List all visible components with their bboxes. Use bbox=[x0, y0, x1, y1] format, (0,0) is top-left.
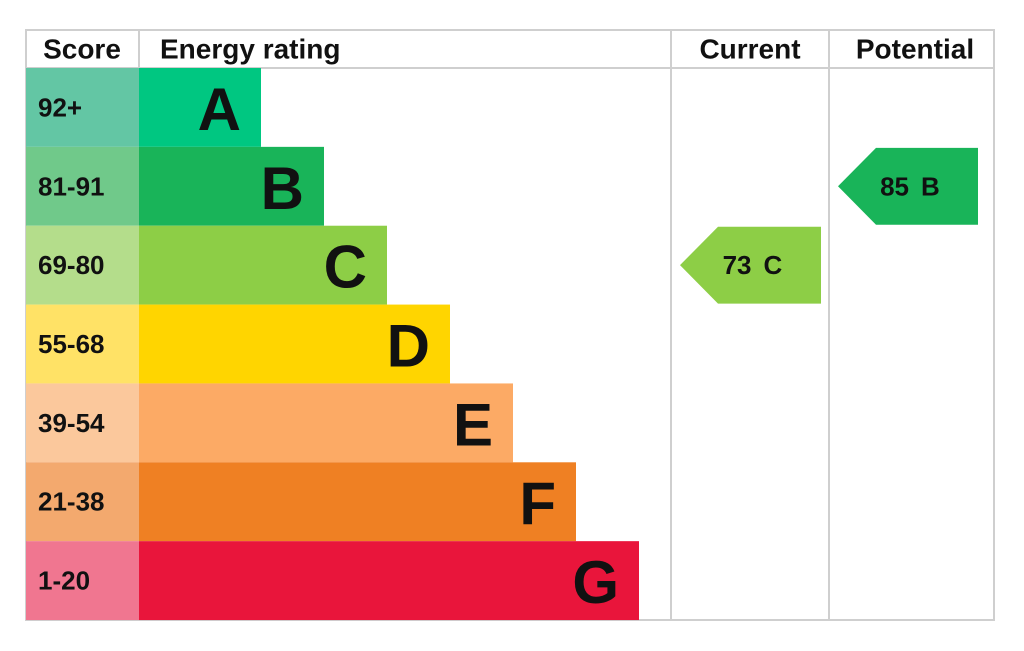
header-potential: Potential bbox=[856, 34, 974, 65]
header-energy-rating: Energy rating bbox=[160, 34, 340, 65]
header-current: Current bbox=[699, 34, 800, 65]
rating-letter: D bbox=[387, 313, 430, 380]
score-cell bbox=[26, 68, 139, 147]
rating-bar bbox=[139, 225, 387, 305]
rating-letter: C bbox=[324, 234, 367, 301]
score-range: 69-80 bbox=[38, 250, 105, 280]
score-range: 55-68 bbox=[38, 329, 105, 359]
rating-letter: E bbox=[453, 391, 493, 458]
score-range: 81-91 bbox=[38, 171, 105, 201]
rating-letter: F bbox=[519, 470, 556, 537]
score-cell bbox=[26, 383, 139, 463]
rating-bar bbox=[139, 383, 513, 463]
score-cell bbox=[26, 462, 139, 542]
score-range: 1-20 bbox=[38, 566, 90, 596]
current-arrow bbox=[680, 226, 821, 304]
score-range: 92+ bbox=[38, 92, 82, 122]
rating-bar bbox=[139, 304, 450, 384]
potential-value: 85 bbox=[880, 171, 909, 201]
rating-bar bbox=[139, 146, 324, 226]
potential-arrow bbox=[838, 147, 978, 225]
score-cell bbox=[26, 541, 139, 621]
header-score: Score bbox=[43, 34, 121, 65]
rating-letter: A bbox=[198, 76, 241, 143]
rating-bar bbox=[139, 541, 639, 621]
current-value: 73 bbox=[723, 250, 752, 280]
current-rating: C bbox=[764, 250, 783, 280]
rating-letter: B bbox=[261, 155, 304, 222]
score-range: 21-38 bbox=[38, 487, 105, 517]
potential-rating: B bbox=[921, 171, 940, 201]
rating-bar bbox=[139, 68, 261, 147]
score-cell bbox=[26, 146, 139, 226]
score-cell bbox=[26, 304, 139, 384]
rating-letter: G bbox=[572, 549, 619, 616]
score-cell bbox=[26, 225, 139, 305]
rating-bar bbox=[139, 462, 576, 542]
score-range: 39-54 bbox=[38, 408, 105, 438]
